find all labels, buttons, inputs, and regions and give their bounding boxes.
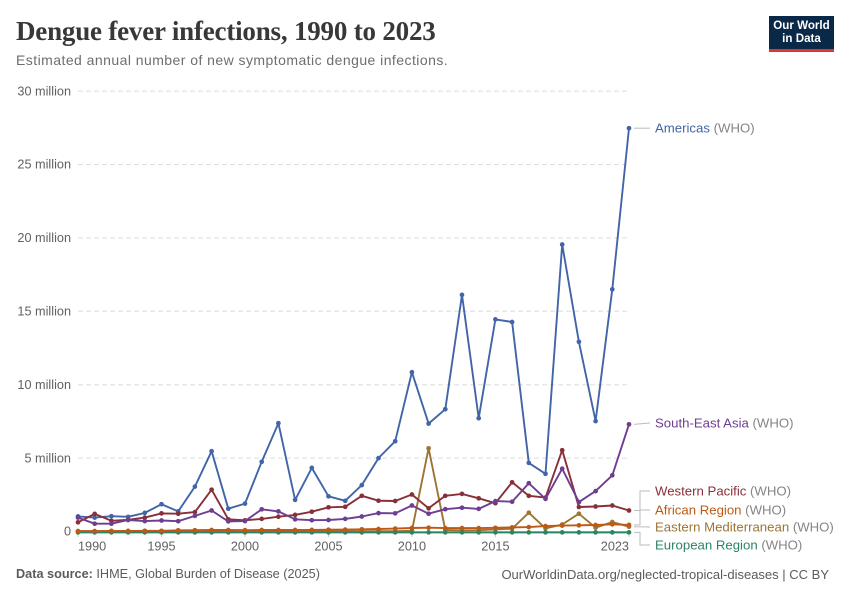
svg-text:1995: 1995 <box>147 540 175 554</box>
svg-text:Western Pacific (WHO): Western Pacific (WHO) <box>655 484 791 499</box>
svg-text:Americas (WHO): Americas (WHO) <box>655 121 755 136</box>
svg-text:5 million: 5 million <box>24 451 71 465</box>
svg-text:African Region (WHO): African Region (WHO) <box>655 503 786 518</box>
svg-text:10 million: 10 million <box>17 378 71 392</box>
svg-text:25 million: 25 million <box>17 158 71 172</box>
svg-text:2000: 2000 <box>231 540 259 554</box>
svg-text:2023: 2023 <box>601 540 629 554</box>
svg-text:2005: 2005 <box>314 540 342 554</box>
svg-text:15 million: 15 million <box>17 305 71 319</box>
svg-text:20 million: 20 million <box>17 231 71 245</box>
svg-text:2010: 2010 <box>398 540 426 554</box>
svg-text:European Region (WHO): European Region (WHO) <box>655 538 802 553</box>
svg-text:0: 0 <box>64 525 71 539</box>
svg-text:2015: 2015 <box>481 540 509 554</box>
svg-text:1990: 1990 <box>78 540 106 554</box>
svg-text:Eastern Mediterranean (WHO): Eastern Mediterranean (WHO) <box>655 520 834 535</box>
svg-text:30 million: 30 million <box>17 84 71 98</box>
svg-text:South-East Asia (WHO): South-East Asia (WHO) <box>655 416 794 431</box>
